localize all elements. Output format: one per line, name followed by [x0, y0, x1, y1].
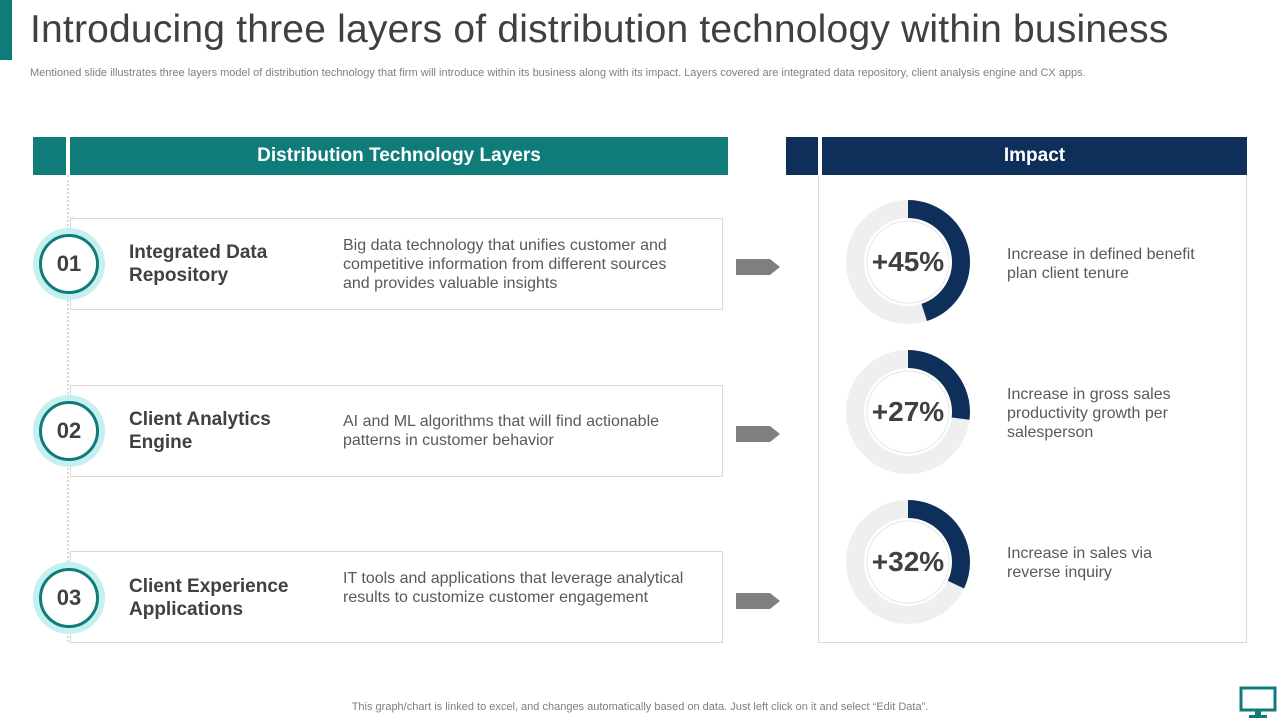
layer-number-badge: 01 — [33, 228, 105, 300]
layers-header: Distribution Technology Layers — [70, 137, 728, 175]
page-title: Introducing three layers of distribution… — [30, 8, 1169, 51]
impact-donut-3 — [846, 500, 970, 624]
donut-inner-ring — [866, 370, 950, 454]
page-subtitle: Mentioned slide illustrates three layers… — [30, 67, 1086, 79]
right-header-stub — [786, 137, 818, 175]
impact-description: Increase in sales via reverse inquiry — [1007, 545, 1152, 581]
layer-description: IT tools and applications that leverage … — [343, 570, 684, 606]
layer-name: Integrated Data Repository — [129, 242, 268, 286]
impact-value: +32% — [871, 546, 945, 577]
layer-number-badge: 03 — [33, 562, 105, 634]
left-header-stub — [33, 137, 66, 175]
layer-number: 02 — [39, 401, 99, 461]
arrow-right-icon — [736, 426, 780, 442]
layer-number: 01 — [39, 234, 99, 294]
donut-value-arc — [846, 200, 970, 324]
layer-number: 03 — [39, 568, 99, 628]
impact-panel — [818, 175, 1247, 643]
impact-description: Increase in gross sales productivity gro… — [1007, 386, 1171, 441]
layer-card-3: Client Experience Applications IT tools … — [70, 551, 723, 643]
layer-name: Client Experience Applications — [129, 576, 289, 620]
donut-value-arc — [846, 350, 970, 474]
arrow-right-icon — [736, 593, 780, 609]
impact-value: +45% — [871, 246, 945, 277]
layer-card-2: Client Analytics Engine AI and ML algori… — [70, 385, 723, 477]
monitor-icon — [1239, 686, 1277, 718]
impact-description: Increase in defined benefit plan client … — [1007, 246, 1195, 282]
layer-name: Client Analytics Engine — [129, 409, 271, 453]
donut-inner-ring — [866, 520, 950, 604]
impact-donut-2 — [846, 350, 970, 474]
donut-inner-ring — [866, 220, 950, 304]
arrow-right-icon — [736, 259, 780, 275]
title-accent-bar — [0, 0, 12, 60]
impact-header: Impact — [822, 137, 1247, 175]
impact-donut-1 — [846, 200, 970, 324]
layer-card-1: Integrated Data Repository Big data tech… — [70, 218, 723, 310]
footer-note: This graph/chart is linked to excel, and… — [351, 701, 929, 713]
layer-description: AI and ML algorithms that will find acti… — [343, 413, 660, 449]
donut-value-arc — [846, 500, 970, 624]
layer-number-badge: 02 — [33, 395, 105, 467]
connector-tick — [68, 217, 73, 218]
impact-value: +27% — [871, 396, 945, 427]
layer-description: Big data technology that unifies custome… — [343, 237, 667, 292]
